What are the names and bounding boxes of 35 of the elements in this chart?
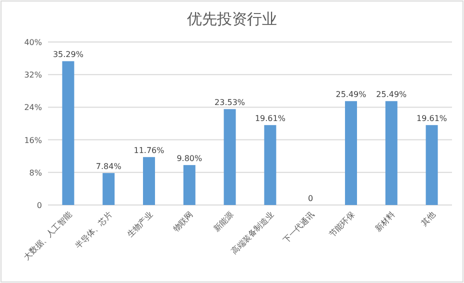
data-label: 25.49% bbox=[336, 90, 367, 100]
x-tick-label: 节能环保 bbox=[327, 210, 356, 240]
data-label: 0 bbox=[308, 194, 314, 203]
bar bbox=[224, 109, 236, 205]
y-tick-label: 24% bbox=[24, 103, 42, 112]
bar bbox=[264, 125, 276, 205]
data-label: 25.49% bbox=[376, 90, 408, 100]
y-tick-label: 40% bbox=[24, 38, 42, 47]
y-tick-label: 0 bbox=[36, 201, 42, 210]
x-tick-label: 其他 bbox=[420, 210, 438, 228]
x-tick-label: 新材料 bbox=[373, 210, 397, 234]
chart-title: 优先投资行业 bbox=[187, 10, 277, 28]
data-label: 35.29% bbox=[52, 50, 84, 60]
x-tick-label: 下一代通讯 bbox=[281, 210, 316, 245]
y-tick-label: 8% bbox=[29, 168, 42, 178]
x-tick-label: 生物产业 bbox=[125, 210, 154, 240]
data-label: 19.61% bbox=[254, 114, 286, 124]
x-tick-label: 物联网 bbox=[171, 210, 195, 234]
bar bbox=[385, 101, 398, 205]
x-tick-label: 新能源 bbox=[212, 210, 236, 234]
y-tick-label: 32% bbox=[24, 70, 42, 80]
x-tick-label: 大数据、人工智能 bbox=[22, 210, 74, 262]
bar bbox=[143, 157, 155, 205]
bar bbox=[345, 101, 357, 205]
bar bbox=[102, 173, 115, 205]
data-label: 23.53% bbox=[214, 98, 246, 108]
data-label: 7.84% bbox=[96, 162, 122, 172]
data-label: 19.61% bbox=[416, 114, 448, 124]
bar bbox=[62, 61, 74, 205]
x-tick-label: 半导体、芯片 bbox=[74, 210, 114, 250]
bar bbox=[183, 165, 196, 205]
data-label: 11.76% bbox=[134, 146, 165, 156]
data-label: 9.80% bbox=[176, 154, 202, 164]
bar bbox=[426, 125, 438, 205]
y-tick-label: 16% bbox=[24, 136, 42, 145]
